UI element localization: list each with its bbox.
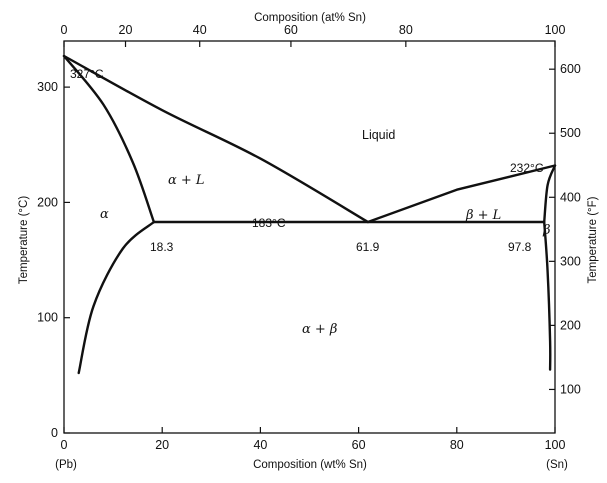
pb-end-label: (Pb) [55,459,77,471]
plot-frame [63,40,556,434]
left-tick-label: 300 [37,80,58,94]
liquidus-left-curve [62,54,370,224]
alpha-beta-region-label: α + β [302,322,337,337]
solvus-alpha-curve [77,220,156,375]
beta-region-label: β [542,223,551,238]
alpha-region-label: α [100,207,109,222]
sn-end-label: (Sn) [546,459,568,471]
bottom-tick-label: 0 [61,438,68,452]
solvus-beta-curve [543,220,552,371]
right-tick-label: 100 [560,382,581,396]
right-tick-label: 300 [560,254,581,268]
left-tick-label: 0 [51,426,58,440]
eutectic-temp-label: 183°C [252,216,286,230]
sn-melting-label: 232°C [510,161,544,175]
top-tick-label: 80 [399,23,413,37]
right-tick-label: 600 [560,62,581,76]
liquidus-right-curve [366,164,557,224]
beta-liquid-region-label: β + L [465,208,501,223]
eutectic-comp-label: 61.9 [356,240,380,254]
right-tick-label: 400 [560,190,581,204]
bottom-tick-label: 60 [352,438,366,452]
right-tick-label: 200 [560,318,581,332]
left-tick-label: 100 [37,311,58,325]
left-axis-title: Temperature (°C) [18,196,30,284]
alpha-limit-label: 18.3 [150,240,174,254]
top-tick-label: 0 [61,23,68,37]
top-tick-label: 100 [545,23,566,37]
solidus-alpha-curve [62,54,156,224]
top-tick-label: 40 [193,23,207,37]
solidus-beta-curve [543,164,557,224]
bottom-tick-label: 20 [155,438,169,452]
alpha-liquid-region-label: α + L [168,173,205,188]
bottom-tick-label: 100 [545,438,566,452]
axis-ticks [63,41,556,434]
bottom-tick-label: 40 [253,438,267,452]
left-tick-label: 200 [37,195,58,209]
right-tick-label: 500 [560,126,581,140]
top-tick-label: 60 [284,23,298,37]
bottom-axis-title: Composition (wt% Sn) [253,459,367,471]
liquid-region-label: Liquid [362,128,395,142]
pb-melting-label: 327°C [70,67,104,81]
top-axis-title: Composition (at% Sn) [254,12,366,24]
top-tick-label: 20 [119,23,133,37]
bottom-tick-label: 80 [450,438,464,452]
beta-limit-label: 97.8 [508,240,532,254]
right-axis-title: Temperature (°F) [587,196,599,283]
phase-boundaries [62,54,557,375]
